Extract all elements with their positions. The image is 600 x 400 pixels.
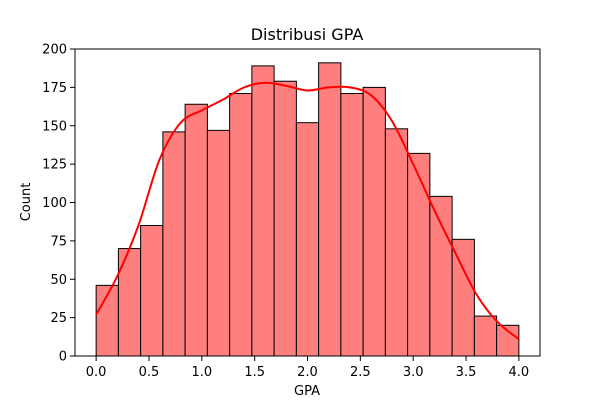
histogram-bar	[407, 152, 431, 357]
histogram-bar	[229, 93, 253, 357]
x-tick-label: 0.0	[86, 365, 107, 380]
y-tick-label: 50	[50, 273, 67, 288]
y-tick-label: 150	[42, 119, 67, 134]
x-tick-label: 0.5	[139, 365, 160, 380]
y-axis-label: Count	[19, 183, 34, 222]
y-tick-label: 100	[42, 196, 67, 211]
y-tick-label: 200	[42, 43, 67, 58]
histogram-bar	[429, 195, 453, 357]
y-tick-label: 75	[50, 234, 67, 249]
x-tick-label: 3.5	[456, 365, 477, 380]
x-axis-ticks: 0.0 0.5 1.0 1.5 2.0 2.5 3.0 3.5 4.0	[86, 356, 529, 380]
y-axis-ticks: 0 25 50 75 100 125 150 175 200	[42, 43, 75, 365]
histogram-bar	[273, 80, 297, 357]
x-axis-label: GPA	[294, 384, 320, 399]
histogram-bar	[362, 86, 386, 357]
y-tick-label: 125	[42, 158, 67, 173]
y-tick-label: 25	[50, 311, 67, 326]
histogram-bar	[451, 238, 475, 357]
histogram-bar	[162, 131, 186, 357]
x-tick-label: 3.0	[403, 365, 424, 380]
kde-curve	[95, 81, 520, 340]
x-tick-label: 4.0	[509, 365, 530, 380]
histogram-bar	[251, 65, 275, 357]
histogram-bar	[206, 129, 231, 357]
histogram-bars	[95, 62, 520, 357]
y-tick-label: 175	[42, 81, 67, 96]
histogram-bar	[184, 103, 208, 357]
histogram-bar	[140, 225, 164, 357]
x-tick-label: 2.5	[350, 365, 371, 380]
x-tick-label: 2.0	[297, 365, 318, 380]
chart-title: Distribusi GPA	[251, 25, 364, 44]
histogram-bar	[340, 93, 364, 357]
histogram-bar	[473, 315, 498, 357]
y-tick-label: 0	[59, 350, 67, 365]
histogram-bar	[384, 128, 409, 357]
histogram-bar	[318, 62, 342, 357]
x-tick-label: 1.5	[244, 365, 265, 380]
x-tick-label: 1.0	[191, 365, 212, 380]
histogram-bar	[295, 122, 320, 357]
